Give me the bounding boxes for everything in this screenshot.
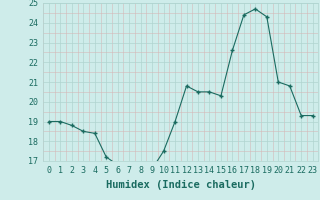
X-axis label: Humidex (Indice chaleur): Humidex (Indice chaleur) <box>106 180 256 190</box>
